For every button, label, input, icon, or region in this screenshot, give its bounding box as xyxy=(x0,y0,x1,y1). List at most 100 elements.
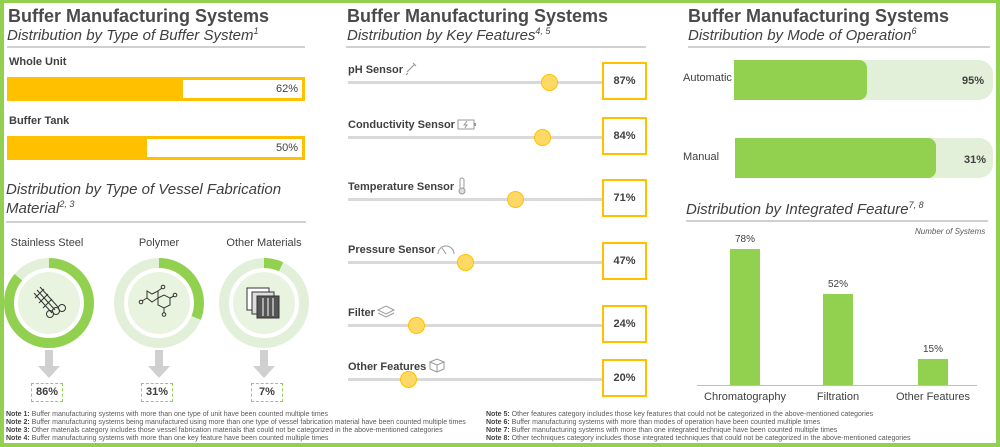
panel1-subtitle-sup: 1 xyxy=(253,26,259,36)
feature-label: pH Sensor xyxy=(348,60,425,76)
material-value: 86% xyxy=(31,383,63,402)
feature-slider-track xyxy=(348,81,602,84)
footnote: Note 3: Other materials category include… xyxy=(6,427,466,435)
feature-slider-track xyxy=(348,198,602,201)
arrow-down-icon xyxy=(38,350,60,378)
footnote: Note 4: Buffer manufacturing systems wit… xyxy=(6,435,466,443)
buffer-type-label: Buffer Tank xyxy=(9,115,70,127)
donut-arc xyxy=(219,258,309,348)
feature-label-text: Conductivity Sensor xyxy=(348,119,455,131)
feature-slider-knob xyxy=(540,74,558,91)
feature-value: 47% xyxy=(602,242,647,280)
feature-slider-knob xyxy=(456,254,474,271)
footnote-label: Note 3: xyxy=(6,427,32,434)
footnote-text: Other features category includes those k… xyxy=(511,411,874,418)
panel3-title: Buffer Manufacturing Systems xyxy=(688,6,950,26)
panel2-subtitle-sup: 4, 5 xyxy=(535,26,551,36)
feature-label: Filter xyxy=(348,303,397,319)
feature-label-text: Pressure Sensor xyxy=(348,244,436,256)
integrated-subtitle-sup: 7, 8 xyxy=(908,200,924,210)
bar-value-label: 15% xyxy=(922,343,943,355)
footnote-label: Note 1: xyxy=(6,411,32,418)
material-label: Stainless Steel xyxy=(10,237,84,249)
integrated-subtitle-text: Distribution by Integrated Feature xyxy=(686,201,909,218)
feature-slider-knob xyxy=(400,371,417,388)
feature-label: Conductivity Sensor xyxy=(348,115,477,131)
x-axis-line xyxy=(697,385,977,386)
bar-filtration xyxy=(823,294,853,385)
bar-other-features xyxy=(918,358,948,385)
material-subtitle-line2: Material2, 3 xyxy=(6,199,74,217)
buffer-type-bar-buffer-tank: 50% xyxy=(7,136,305,160)
footnote-label: Note 7: xyxy=(486,427,512,434)
integrated-subtitle: Distribution by Integrated Feature7, 8 xyxy=(686,200,924,218)
integrated-divider xyxy=(686,220,988,222)
feature-label-text: Filter xyxy=(348,307,375,319)
footnote-text: Other materials category includes those … xyxy=(31,427,443,434)
mode-value: 31% xyxy=(964,154,987,166)
feature-value: 87% xyxy=(602,62,647,100)
mode-label: Automatic xyxy=(683,72,732,84)
feature-value: 24% xyxy=(602,305,647,343)
arrow-down-icon xyxy=(253,350,275,378)
panel3-subtitle-sup: 6 xyxy=(911,26,917,36)
y-axis-label: Number of Systems xyxy=(915,227,986,236)
footnote: Note 8: Other techniques category includ… xyxy=(486,435,911,443)
panel1-subtitle-text: Distribution by Type of Buffer System xyxy=(7,27,254,44)
footnote: Note 7: Buffer manufacturing systems wit… xyxy=(486,427,911,435)
feature-label: Temperature Sensor xyxy=(348,177,476,195)
mode-value: 95% xyxy=(962,75,985,87)
material-divider xyxy=(6,221,306,223)
donut-center xyxy=(128,272,190,334)
material-label: Polymer xyxy=(138,237,180,249)
arrow-down-icon xyxy=(148,350,170,378)
pipette-icon xyxy=(405,62,417,76)
notes-right: Note 5: Other features category includes… xyxy=(486,411,911,443)
panel1-title: Buffer Manufacturing Systems xyxy=(8,6,270,26)
footnote: Note 1: Buffer manufacturing systems wit… xyxy=(6,411,466,419)
material-subtitle-line1: Distribution by Type of Vessel Fabricati… xyxy=(6,181,282,198)
panel3-subtitle: Distribution by Mode of Operation6 xyxy=(688,26,916,44)
panel3-subtitle-text: Distribution by Mode of Operation xyxy=(688,27,912,44)
buffer-type-value: 50% xyxy=(147,139,302,157)
material-donut-stainless-steel xyxy=(4,258,94,348)
panel1-subtitle: Distribution by Type of Buffer System1 xyxy=(7,26,259,44)
feature-label-text: pH Sensor xyxy=(348,64,404,76)
feature-value: 71% xyxy=(602,179,647,217)
x-tick-label: Chromatography xyxy=(704,391,786,403)
material-subtitle-text: Material xyxy=(6,200,60,217)
bar-value-label: 52% xyxy=(827,279,848,290)
bar-value-label: 78% xyxy=(734,233,755,245)
footnote-text: Buffer manufacturing systems with more t… xyxy=(31,411,329,418)
panel2-title: Buffer Manufacturing Systems xyxy=(347,6,609,26)
material-label: Other Materials xyxy=(226,237,302,249)
feature-slider-track xyxy=(348,136,602,139)
donut-arc xyxy=(4,258,94,348)
feature-slider-track xyxy=(348,378,602,381)
feature-label-text: Temperature Sensor xyxy=(348,181,455,193)
mode-label: Manual xyxy=(683,151,720,163)
battery-charge-icon xyxy=(457,119,476,130)
feature-slider-knob xyxy=(534,129,552,146)
footnote-text: Buffer manufacturing systems with more t… xyxy=(31,435,329,442)
material-donut-polymer xyxy=(114,258,204,348)
panel2-subtitle: Distribution by Key Features4, 5 xyxy=(347,26,550,44)
footnote-label: Note 5: xyxy=(486,411,512,418)
feature-slider-track xyxy=(348,324,602,327)
footnote-label: Note 2: xyxy=(6,419,32,426)
feature-value: 20% xyxy=(602,359,647,397)
footnote-text: Buffer manufacturing systems with more t… xyxy=(511,427,838,434)
panel2-subtitle-text: Distribution by Key Features xyxy=(347,27,536,44)
thermometer-icon xyxy=(458,177,466,195)
footnote-text: Other techniques category includes those… xyxy=(511,435,911,442)
notes-left: Note 1: Buffer manufacturing systems wit… xyxy=(6,411,466,443)
footnote-text: Buffer manufacturing systems being manuf… xyxy=(31,419,466,426)
panel2-divider xyxy=(346,46,646,48)
feature-slider-track xyxy=(348,261,602,264)
layers-icon xyxy=(376,305,396,318)
x-tick-label: Filtration xyxy=(816,391,860,403)
footnote: Note 2: Buffer manufacturing systems bei… xyxy=(6,419,466,427)
footnote-label: Note 4: xyxy=(6,435,32,442)
feature-label: Pressure Sensor xyxy=(348,240,457,256)
boxes-icon xyxy=(428,358,446,373)
